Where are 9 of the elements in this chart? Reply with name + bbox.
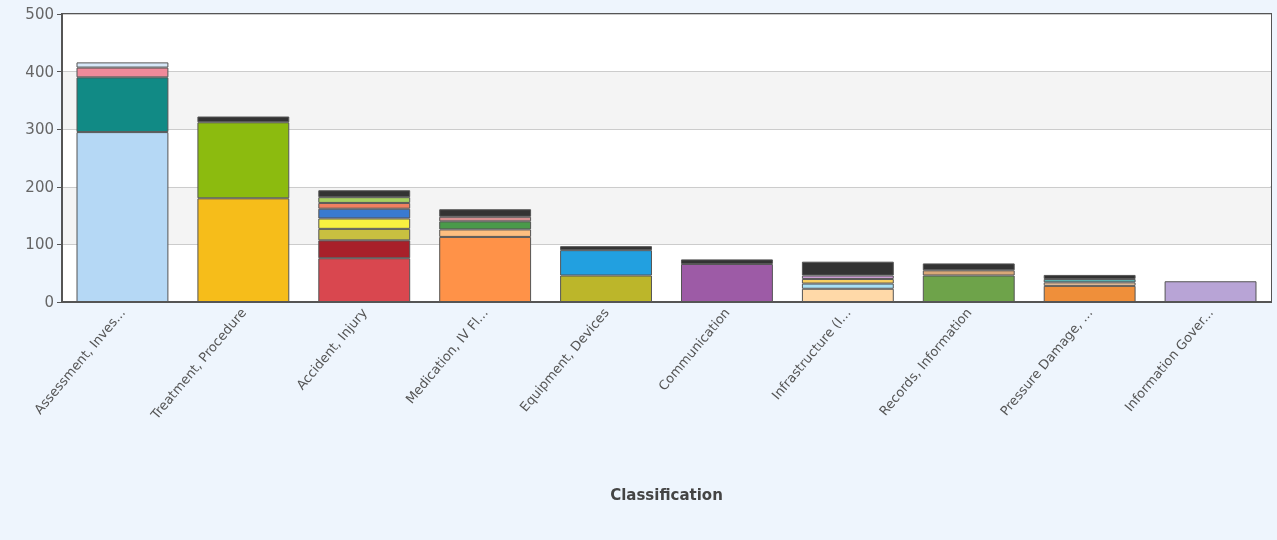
y-tick-label: 500	[25, 5, 54, 23]
y-tick-label: 100	[25, 235, 54, 254]
x-axis-title: Classification	[610, 485, 723, 504]
y-tick-label: 0	[44, 293, 54, 311]
bar	[1043, 278, 1136, 283]
bar	[801, 261, 894, 276]
y-tick-label: 200	[25, 177, 54, 196]
y-tick-label: 400	[25, 62, 54, 81]
y-tick-label: 300	[25, 120, 54, 139]
